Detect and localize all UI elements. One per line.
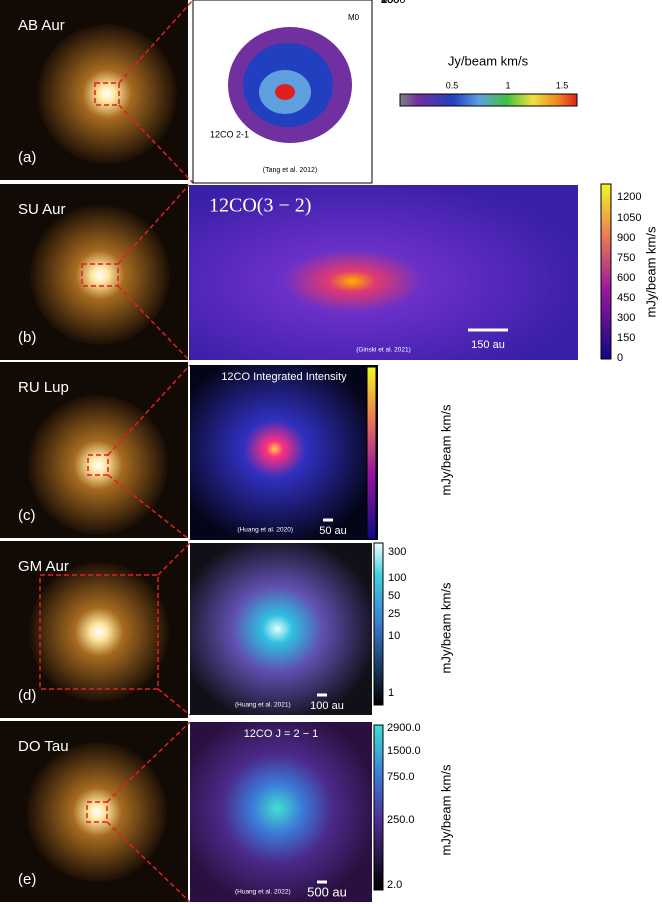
star-name: AB Aur <box>18 17 65 34</box>
scalebar-label: 50 au <box>319 525 347 537</box>
scalebar-label: 150 au <box>471 339 505 351</box>
colorbar-tick: 1500.0 <box>387 745 421 757</box>
map <box>190 365 378 540</box>
colorbar <box>601 184 611 359</box>
star-glow <box>37 24 177 164</box>
panel-label: (a) <box>18 149 36 166</box>
citation: (Huang et al. 2022) <box>235 889 291 896</box>
star-glow <box>29 562 169 702</box>
colorbar-tick: 0 <box>617 352 623 364</box>
panel-label: (d) <box>18 687 36 704</box>
citation: (Ginski et al. 2021) <box>356 347 411 354</box>
colorbar-tick: 10 <box>388 630 400 642</box>
colorbar-title: mJy/beam km/s <box>438 404 453 496</box>
colorbar-tick: 600 <box>617 272 635 284</box>
colorbar-tick: 2900.0 <box>387 722 421 734</box>
scalebar-label: 100 au <box>310 700 344 712</box>
panel-label: (b) <box>18 329 36 346</box>
colorbar-tick: 750 <box>617 252 635 264</box>
colorbar-tick: 300 <box>617 312 635 324</box>
colorbar-tick: 1000 <box>381 0 405 6</box>
colorbar-tick: 1 <box>505 80 510 90</box>
map <box>190 722 372 902</box>
colorbar-tick: 250.0 <box>387 814 415 826</box>
colorbar <box>400 94 577 106</box>
panel-label: (c) <box>18 507 36 524</box>
colorbar <box>374 543 383 705</box>
colorbar-tick: 450 <box>617 292 635 304</box>
colorbar-tick: 1.5 <box>556 80 569 90</box>
map-title: 12CO J = 2 − 1 <box>244 728 319 740</box>
colorbar-tick: 150 <box>617 332 635 344</box>
panel-label: (e) <box>18 871 36 888</box>
colorbar-tick: 50 <box>388 590 400 602</box>
map-title: 12CO 2-1 <box>210 129 249 139</box>
figure: AB Aur (a) 12CO 2-1 M0 (Tang et al. 2012) Jy/… <box>0 0 662 904</box>
star-name: GM Aur <box>18 558 69 575</box>
star-name: DO Tau <box>18 738 69 755</box>
colorbar-tick: 300 <box>388 546 406 558</box>
colorbar-tick: 900 <box>617 232 635 244</box>
map-contour <box>275 84 295 100</box>
map-title: 12CO Integrated Intensity <box>221 371 347 383</box>
colorbar-tick: 750.0 <box>387 771 415 783</box>
star-glow <box>27 742 167 882</box>
colorbar <box>367 367 376 539</box>
colorbar-title: mJy/beam km/s <box>643 226 658 318</box>
map <box>190 543 372 715</box>
colorbar-title: Jy/beam km/s <box>448 53 529 68</box>
star-glow <box>28 395 168 535</box>
star-name: SU Aur <box>18 201 66 218</box>
scalebar-label: 500 au <box>307 884 347 899</box>
colorbar-tick: 1200 <box>617 191 641 203</box>
map-title: 12CO(3 − 2) <box>209 195 311 217</box>
colorbar-tick: 0.5 <box>446 80 459 90</box>
colorbar-tick: 25 <box>388 608 400 620</box>
colorbar-tick: 2.0 <box>387 879 402 891</box>
colorbar-tick: 1 <box>388 687 394 699</box>
colorbar-title: mJy/beam km/s <box>438 582 453 674</box>
citation: (Huang et al. 2020) <box>237 527 293 534</box>
citation: (Huang et al. 2021) <box>235 702 291 709</box>
star-glow <box>30 205 170 345</box>
colorbar-tick: 100 <box>388 572 406 584</box>
colorbar <box>374 725 383 890</box>
star-name: RU Lup <box>18 379 69 396</box>
colorbar-title: mJy/beam km/s <box>438 764 453 856</box>
map-note: M0 <box>348 13 360 22</box>
colorbar-tick: 1050 <box>617 212 641 224</box>
citation: (Tang et al. 2012) <box>263 167 317 174</box>
